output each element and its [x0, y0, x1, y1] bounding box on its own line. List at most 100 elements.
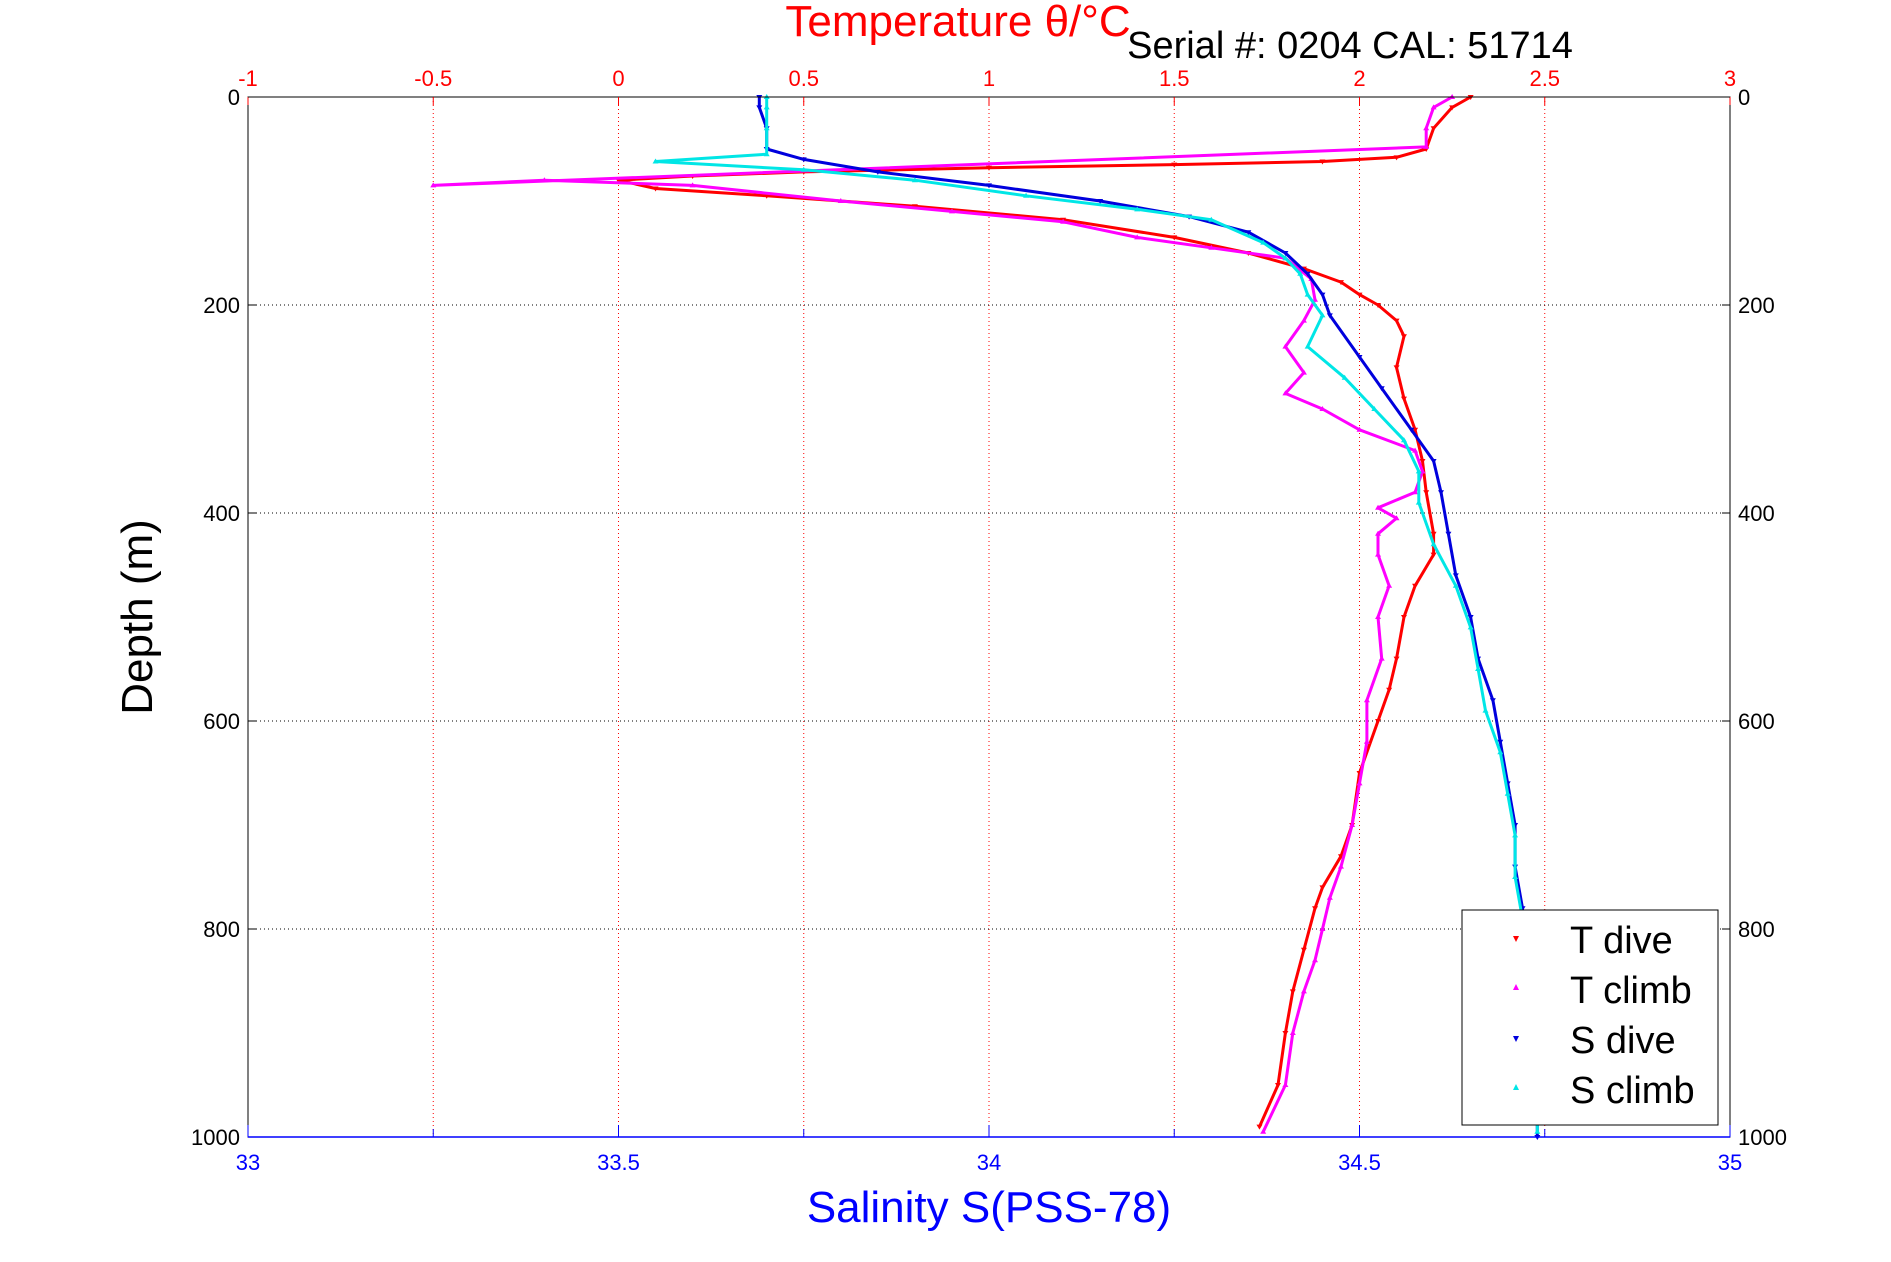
data-point-s-dive: [874, 169, 881, 175]
data-point-t-climb: [1356, 426, 1363, 432]
data-point-t-dive: [1400, 396, 1407, 402]
data-point-t-dive: [1319, 159, 1326, 165]
data-point-t-dive: [1393, 318, 1400, 324]
temperature-tick-label: 3: [1724, 66, 1736, 91]
data-point-s-climb: [911, 177, 918, 183]
data-point-t-dive: [1393, 155, 1400, 161]
data-point-t-climb: [1375, 551, 1382, 557]
data-point-t-climb: [1375, 530, 1382, 536]
temperature-tick-label: 0.5: [788, 66, 819, 91]
salinity-tick-label: 33: [236, 1150, 260, 1175]
data-point-s-climb: [1534, 1128, 1541, 1134]
data-point-t-dive: [1449, 105, 1456, 111]
data-point-s-climb: [763, 125, 770, 131]
x-axis-label: Salinity S(PSS-78): [807, 1183, 1171, 1232]
data-point-s-climb: [1430, 541, 1437, 547]
chart-subtitle: Serial #: 0204 CAL: 51714: [1127, 25, 1573, 67]
data-point-t-climb: [1260, 1128, 1267, 1134]
legend-label-s-dive: S dive: [1570, 1020, 1676, 1062]
data-point-s-dive: [1445, 531, 1452, 537]
data-point-t-dive: [1289, 989, 1296, 995]
data-point-t-climb: [1386, 582, 1393, 588]
chart-title: Temperature θ/°C: [785, 0, 1130, 46]
temperature-tick-label: 0: [612, 66, 624, 91]
data-point-s-dive: [1356, 355, 1363, 360]
data-point-s-climb: [1304, 291, 1311, 297]
legend-marker-t-dive: [1513, 936, 1519, 942]
temperature-tick-label: 2: [1353, 66, 1365, 91]
data-point-t-dive: [1393, 656, 1400, 662]
data-point-s-dive: [986, 183, 992, 189]
data-point-s-climb: [1415, 499, 1422, 505]
data-point-t-dive: [1430, 531, 1437, 537]
data-point-t-climb: [1060, 218, 1067, 224]
data-point-s-dive: [1467, 615, 1474, 620]
data-point-t-climb: [689, 182, 696, 188]
data-point-s-climb: [1512, 832, 1519, 838]
depth-tick-label-left: 600: [203, 709, 240, 734]
data-point-t-climb: [1300, 988, 1307, 994]
data-point-t-climb: [1412, 489, 1419, 495]
data-point-t-dive: [1256, 1124, 1263, 1130]
data-point-t-climb: [1289, 1030, 1296, 1035]
data-point-t-dive: [1312, 906, 1319, 912]
data-point-s-dive: [800, 157, 807, 163]
depth-tick-label-left: 200: [203, 293, 240, 318]
data-point-t-climb: [1423, 125, 1430, 131]
data-point-t-dive: [763, 193, 770, 199]
data-point-t-dive: [986, 165, 992, 171]
data-point-t-climb: [1423, 143, 1430, 149]
data-point-s-climb: [1282, 255, 1289, 261]
data-point-t-dive: [1337, 280, 1344, 286]
data-point-s-dive: [1245, 230, 1252, 236]
data-point-t-climb: [1300, 317, 1307, 323]
data-point-t-climb: [1319, 926, 1326, 931]
salinity-tick-label: 35: [1718, 1150, 1742, 1175]
temperature-tick-label: 1.5: [1159, 66, 1190, 91]
data-point-s-climb: [1208, 216, 1215, 222]
temperature-tick-label: -0.5: [414, 66, 452, 91]
data-point-s-dive: [1097, 199, 1104, 204]
depth-tick-label-right: 1000: [1738, 1125, 1787, 1150]
depth-tick-label-right: 0: [1738, 85, 1750, 110]
data-point-t-dive: [1423, 490, 1430, 496]
salinity-tick-label: 34: [977, 1150, 1001, 1175]
data-point-t-dive: [1300, 947, 1307, 953]
series-trace-s-dive: [757, 97, 1539, 1137]
data-point-t-climb: [1412, 447, 1419, 453]
data-point-s-dive: [1378, 386, 1385, 392]
legend-item-t-climb: T climb: [1513, 970, 1692, 1012]
temperature-tick-label: 2.5: [1529, 66, 1560, 91]
data-point-s-climb: [1319, 312, 1326, 318]
data-point-t-dive: [1356, 292, 1363, 298]
data-point-t-dive: [1171, 235, 1178, 241]
data-point-s-climb: [1497, 749, 1504, 755]
data-point-t-dive: [1171, 162, 1178, 168]
data-point-s-dive: [756, 105, 763, 111]
data-point-t-dive: [1430, 552, 1437, 558]
data-point-t-dive: [1319, 885, 1326, 891]
data-point-t-climb: [1312, 957, 1319, 963]
data-point-s-climb: [763, 104, 770, 110]
data-point-t-dive: [1274, 1083, 1281, 1088]
data-point-s-climb: [1512, 874, 1519, 879]
depth-tick-label-left: 400: [203, 501, 240, 526]
data-point-t-climb: [541, 177, 548, 183]
data-point-t-climb: [1375, 504, 1382, 510]
grid: [248, 97, 1730, 1137]
data-point-t-climb: [1282, 390, 1289, 396]
data-point-s-dive: [1304, 271, 1311, 277]
series-trace-s-climb: [654, 97, 1539, 1132]
data-point-t-climb: [1363, 697, 1370, 703]
data-point-t-dive: [1400, 615, 1407, 620]
data-point-t-dive: [1430, 126, 1437, 132]
data-point-s-dive: [1430, 459, 1437, 464]
data-point-s-climb: [800, 166, 807, 172]
data-point-s-climb: [1260, 239, 1267, 245]
legend-label-t-climb: T climb: [1570, 970, 1692, 1012]
data-point-t-climb: [1356, 780, 1363, 786]
data-point-t-climb: [1430, 104, 1437, 110]
data-point-t-dive: [1400, 334, 1407, 340]
legend-item-t-dive: T dive: [1513, 920, 1673, 962]
legend-box: [1461, 909, 1719, 1126]
